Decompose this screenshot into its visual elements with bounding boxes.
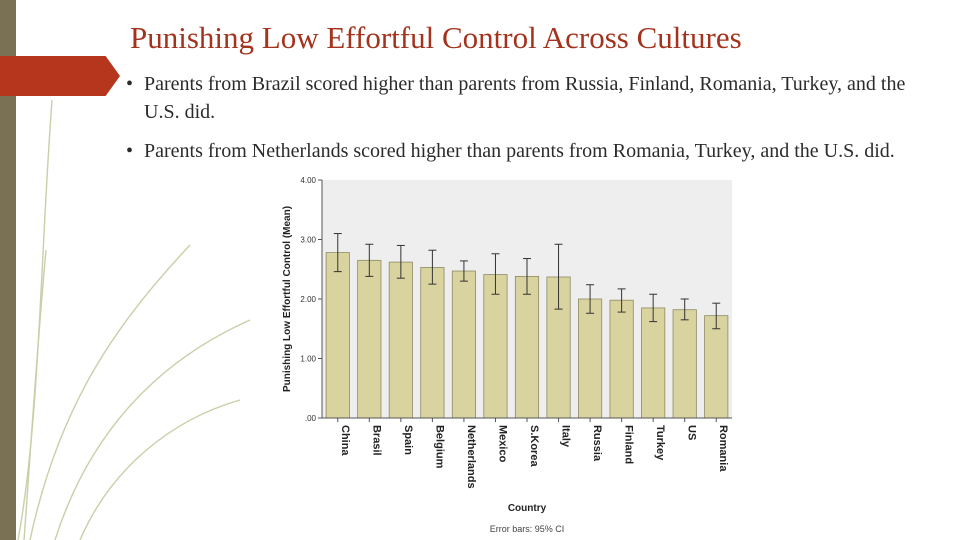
y-tick-label: 1.00 (300, 355, 316, 364)
x-tick-label: Romania (717, 425, 729, 472)
title-accent-bar (0, 56, 120, 96)
bar (514, 275, 540, 419)
bar (704, 315, 729, 419)
bullet-text: Parents from Brazil scored higher than p… (144, 73, 906, 123)
decorative-lines (17, 99, 251, 540)
bullet-point: • Parents from Netherlands scored higher… (126, 137, 936, 165)
x-tick-label: Italy (560, 425, 572, 448)
deco-line (17, 99, 53, 540)
chart-svg: .00 1.00 2.00 3.00 4.00 China Brasil Spain Belg… (282, 176, 732, 534)
bar (388, 261, 413, 419)
x-tick-label: Netherlands (465, 425, 477, 489)
deco-line (29, 244, 191, 540)
y-axis: .00 1.00 2.00 3.00 4.00 (300, 176, 323, 423)
bars-group (325, 233, 729, 419)
bar (578, 298, 603, 419)
slide-title: Punishing Low Effortful Control Across C… (130, 20, 742, 55)
x-axis-label: Country (508, 503, 547, 514)
bullet-text: Parents from Netherlands scored higher t… (144, 140, 895, 162)
x-tick-label: US (686, 425, 698, 440)
y-tick-label: 4.00 (300, 176, 316, 185)
y-tick-label: 2.00 (300, 295, 316, 304)
bar (357, 259, 382, 419)
x-tick-label: Turkey (654, 425, 666, 461)
x-axis: China Brasil Spain Belgium Netherlands Mexico… (322, 417, 732, 489)
x-tick-label: Spain (402, 425, 414, 455)
bar (672, 309, 697, 419)
deco-line (54, 319, 251, 540)
bar (325, 252, 350, 419)
y-tick-label: 3.00 (300, 236, 316, 245)
bar (641, 307, 666, 419)
bar (451, 270, 476, 419)
bullet-point: • Parents from Brazil scored higher than… (126, 70, 926, 126)
bullet-glyph: • (126, 140, 134, 162)
x-tick-label: China (339, 425, 351, 456)
x-tick-label: Mexico (496, 425, 508, 463)
bullet-glyph: • (126, 73, 134, 95)
deco-line (23, 249, 47, 540)
x-tick-label: Brasil (370, 425, 382, 456)
deco-line (79, 399, 241, 540)
chart-footnote: Error bars: 95% CI (490, 524, 565, 534)
bar (609, 299, 634, 419)
x-tick-label: Finland (623, 425, 635, 464)
x-tick-label: Russia (591, 425, 603, 462)
y-tick-label: .00 (305, 414, 317, 423)
y-axis-label: Punishing Low Effortful Control (Mean) (282, 206, 293, 392)
x-tick-label: Belgium (433, 425, 445, 469)
bar-chart: .00 1.00 2.00 3.00 4.00 China Brasil Spain Belg… (268, 170, 758, 540)
left-accent-strip (0, 0, 16, 540)
bar (483, 274, 508, 419)
x-tick-label: S.Korea (528, 425, 540, 467)
bar (420, 267, 445, 419)
